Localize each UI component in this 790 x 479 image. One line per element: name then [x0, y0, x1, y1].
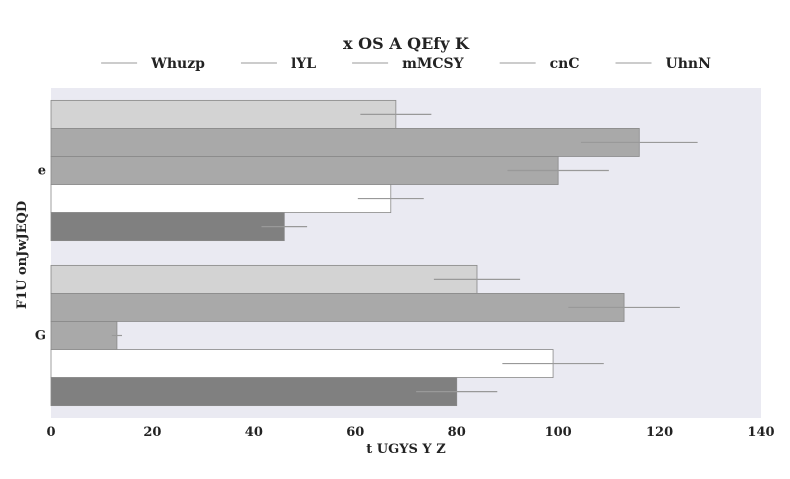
x-axis-label: t UGYS Y Z [366, 442, 446, 457]
x-tick-label: 40 [245, 425, 263, 440]
y-tick-label: e [38, 164, 46, 179]
bars [50, 99, 698, 407]
bar-cnC-e [50, 184, 392, 213]
legend-label-Whuzp: Whuzp [150, 56, 205, 72]
x-tick-label: 60 [346, 425, 364, 440]
y-axis: eG [35, 164, 46, 344]
legend-label-lYL: lYL [291, 56, 316, 72]
x-axis: 0 20 40 60 80 100 120 140 [46, 425, 774, 440]
legend-label-UhnN: UhnN [666, 56, 712, 72]
x-tick-label: 120 [646, 425, 673, 440]
bar-UhnN-e [50, 212, 285, 242]
bar-Whuzp-e [50, 99, 397, 129]
bar-lYL-G [50, 293, 625, 322]
chart-title: x OS A QEfy K [343, 34, 470, 53]
legend-label-mMCSY: mMCSY [402, 56, 465, 72]
legend: Whuzp lYL mMCSY cnC UhnN [101, 56, 711, 72]
x-tick-label: 20 [143, 425, 161, 440]
bar-lYL-e [50, 128, 640, 157]
bar-UhnN-G [50, 377, 458, 407]
y-tick-label: G [35, 329, 46, 344]
bar-mMCSY-G [50, 321, 118, 350]
bar-mMCSY-e [50, 156, 559, 185]
y-axis-label: F1U onJwJEQD [15, 201, 30, 309]
x-tick-label: 100 [545, 425, 572, 440]
x-tick-label: 0 [46, 425, 55, 440]
x-tick-label: 140 [747, 425, 774, 440]
legend-label-cnC: cnC [550, 56, 580, 72]
bar-cnC-G [50, 349, 554, 378]
x-tick-label: 80 [448, 425, 466, 440]
bar-Whuzp-G [50, 264, 478, 294]
